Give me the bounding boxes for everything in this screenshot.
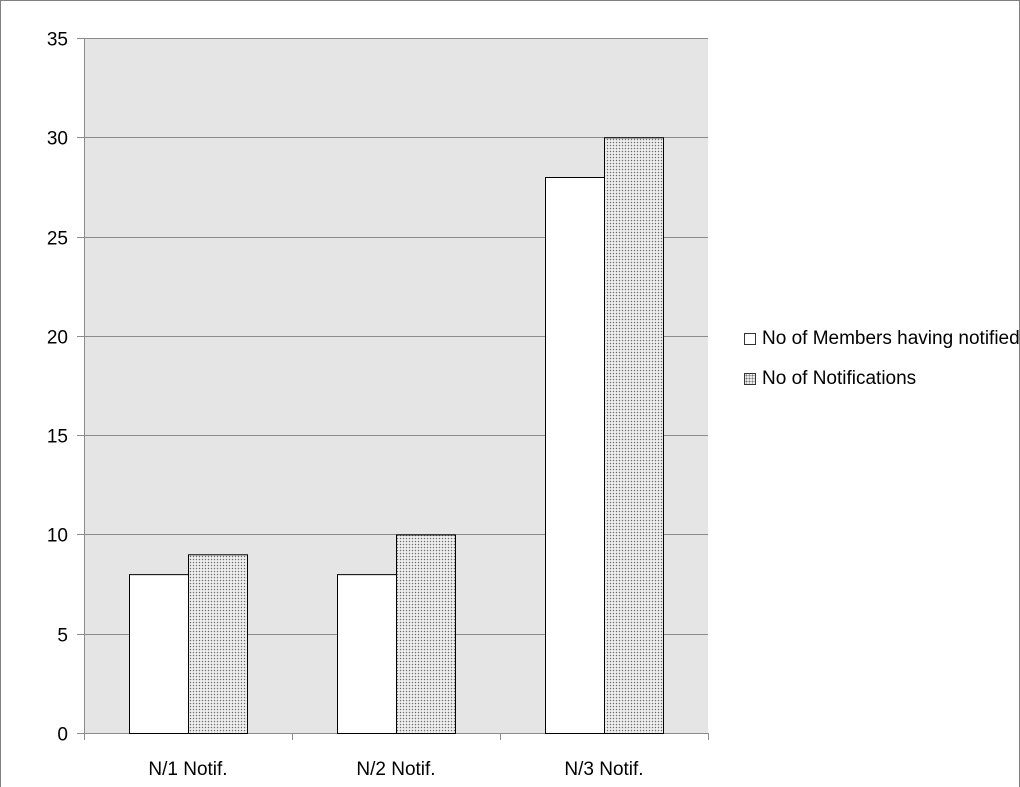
- x-tick-label: N/2 Notif.: [356, 759, 435, 780]
- y-tick-label: 5: [57, 626, 68, 647]
- y-tick-label: 15: [47, 427, 68, 448]
- legend-item-members: No of Members having notified: [744, 326, 1020, 352]
- legend: No of Members having notified No of Noti…: [744, 326, 1020, 406]
- y-tick-label: 25: [47, 229, 68, 250]
- y-tick-label: 0: [57, 725, 68, 746]
- y-tick-label: 20: [47, 328, 68, 349]
- legend-label-notifications: No of Notifications: [762, 368, 917, 389]
- bar-notifications: [604, 137, 664, 735]
- bar-notifications: [188, 554, 248, 734]
- legend-label-members: No of Members having notified: [762, 328, 1020, 349]
- y-tick-label: 30: [47, 129, 68, 150]
- bar-members: [545, 177, 605, 734]
- x-tick-label: N/3 Notif.: [564, 759, 643, 780]
- legend-item-notifications: No of Notifications: [744, 366, 1020, 392]
- y-tick-label: 35: [47, 30, 68, 51]
- legend-swatch-notifications: [744, 373, 756, 385]
- bar-members: [337, 574, 397, 735]
- bar-notifications: [396, 534, 456, 735]
- y-tick-label: 10: [47, 526, 68, 547]
- x-tick-label: N/1 Notif.: [148, 759, 227, 780]
- bar-members: [129, 574, 189, 735]
- legend-swatch-members: [744, 333, 756, 345]
